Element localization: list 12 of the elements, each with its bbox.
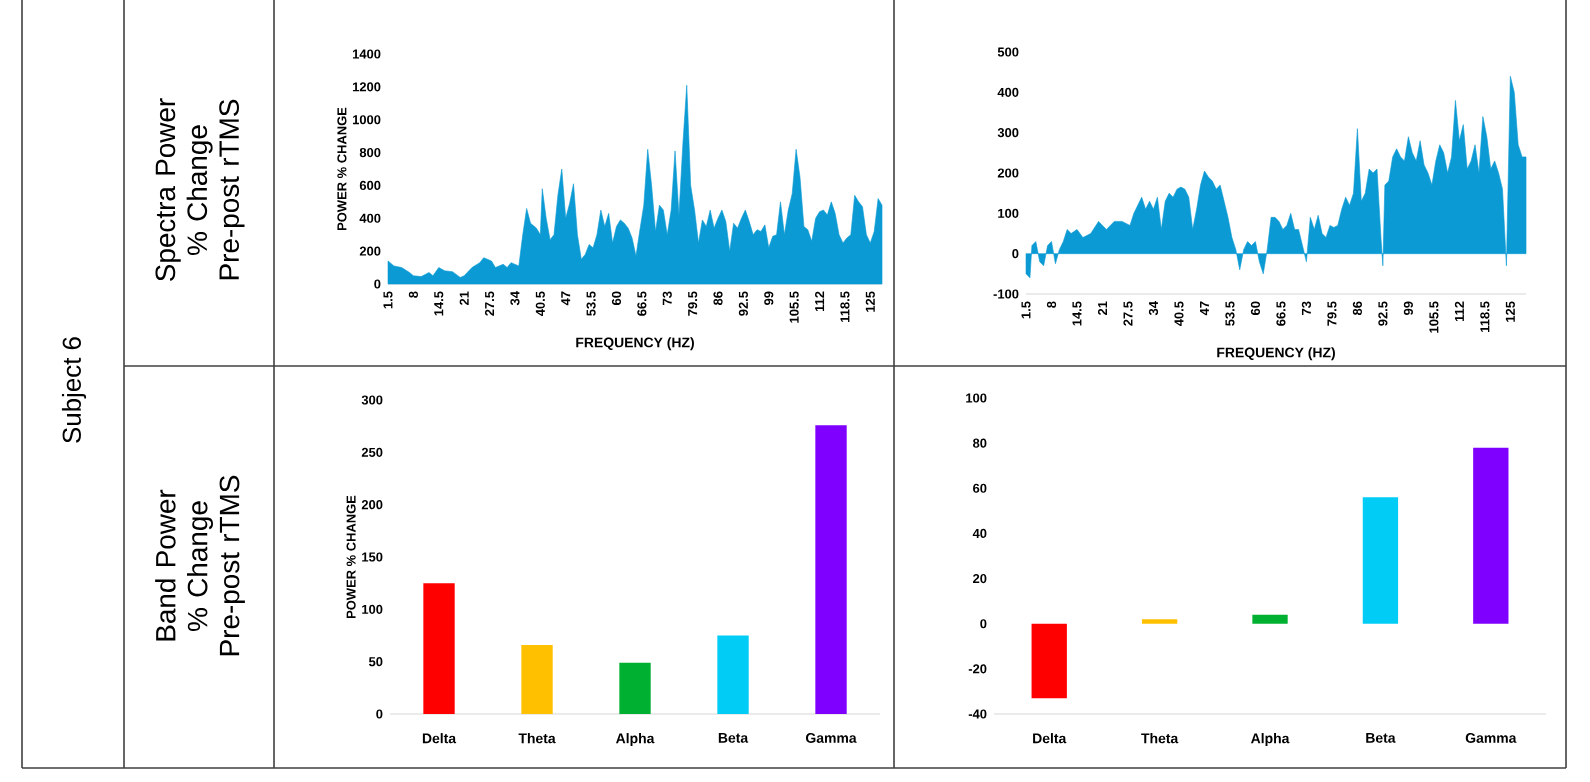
bar (1362, 497, 1399, 624)
bar (1473, 447, 1509, 624)
bar (1252, 614, 1288, 624)
bar (717, 635, 749, 714)
bar (815, 425, 847, 714)
text: Band Power % Change Pre-post rTMS (155, 475, 245, 656)
bar (521, 644, 553, 714)
text: Subject 6 (61, 337, 87, 443)
bar (423, 583, 455, 714)
bar (619, 662, 651, 714)
bar (1031, 623, 1067, 699)
text: Spectra Power % Change Pre-post rTMS (155, 98, 245, 281)
